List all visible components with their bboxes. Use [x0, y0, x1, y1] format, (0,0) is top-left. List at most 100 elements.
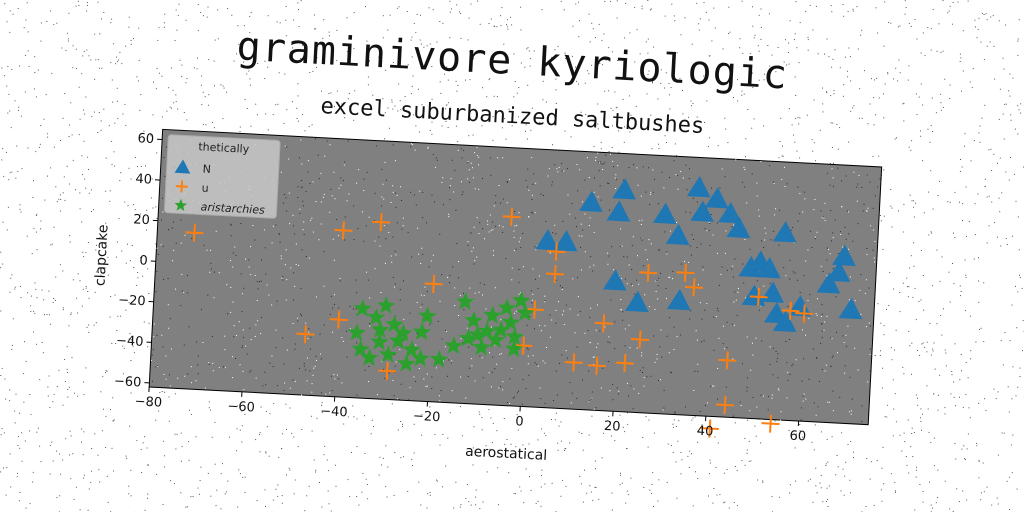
point-triangle	[602, 269, 627, 291]
point-plus	[546, 264, 565, 284]
x-axis-label: aerostatical	[465, 444, 548, 464]
point-triangle	[666, 288, 691, 311]
point-star	[385, 314, 404, 333]
point-star	[412, 322, 432, 341]
point-plus	[795, 304, 814, 323]
y-tick-label: 40	[135, 172, 152, 188]
point-plus	[372, 213, 391, 232]
point-triangle	[690, 200, 714, 222]
x-tick-label: −40	[320, 404, 348, 420]
y-tick-label: 20	[133, 212, 150, 228]
point-star	[464, 310, 484, 329]
point-plus	[564, 353, 583, 372]
point-star	[516, 303, 535, 322]
point-star	[483, 305, 502, 324]
y-axis-label: clapcake	[92, 224, 111, 286]
point-plus	[378, 361, 397, 381]
point-star	[418, 306, 437, 325]
point-star	[456, 292, 475, 310]
x-tick-label: 20	[604, 419, 621, 435]
point-triangle	[772, 310, 797, 333]
legend-box	[163, 134, 281, 219]
point-star	[477, 321, 497, 340]
point-plus	[502, 207, 521, 226]
point-star	[486, 330, 506, 349]
point-star	[472, 337, 491, 356]
legend-title: thetically	[198, 140, 250, 156]
legend-marker-star	[174, 198, 188, 212]
point-triangle	[757, 256, 781, 279]
point-star	[497, 298, 517, 317]
point-star	[411, 348, 430, 367]
point-star	[397, 354, 416, 372]
legend-label: N	[202, 163, 211, 176]
series-N	[535, 175, 863, 333]
point-star	[370, 332, 389, 351]
x-tick-label: 60	[789, 429, 806, 445]
point-star	[351, 339, 370, 358]
point-plus	[781, 301, 800, 320]
legend: thetically Nu aristarchies	[163, 134, 281, 219]
legend-marker-triangle	[174, 159, 191, 174]
legend-label: u	[201, 181, 209, 194]
point-plus	[334, 221, 353, 240]
legend-label: aristarchies	[200, 200, 265, 216]
point-plus	[615, 354, 634, 373]
point-plus	[718, 351, 737, 370]
x-tick-label: −60	[227, 399, 255, 415]
point-triangle	[826, 260, 851, 282]
x-tick-label: −80	[134, 394, 162, 410]
point-star	[378, 345, 398, 363]
point-star	[347, 323, 366, 341]
point-star	[366, 307, 386, 326]
point-star	[429, 349, 449, 368]
point-triangle	[535, 229, 559, 251]
point-triangle	[665, 223, 690, 246]
plot-area	[148, 128, 883, 426]
point-plus	[700, 419, 719, 438]
point-triangle	[652, 202, 677, 225]
point-triangle	[606, 200, 631, 222]
point-triangle	[686, 175, 711, 198]
point-triangle	[772, 221, 797, 243]
point-star	[376, 296, 396, 314]
point-triangle	[579, 190, 603, 213]
y-tick-label: 0	[139, 253, 148, 268]
point-plus	[514, 336, 533, 355]
point-plus	[761, 414, 780, 433]
x-tick-label: 40	[696, 424, 713, 440]
point-plus	[684, 278, 703, 297]
point-triangle	[718, 202, 742, 224]
point-star	[512, 291, 531, 309]
point-plus	[525, 300, 544, 319]
point-triangle	[704, 187, 729, 209]
point-triangle	[838, 297, 863, 320]
y-tick-label: −40	[116, 334, 144, 350]
point-plus	[639, 263, 658, 282]
series-u	[185, 207, 814, 438]
point-star	[353, 298, 372, 317]
point-triangle	[612, 178, 637, 200]
point-plus	[424, 274, 443, 293]
point-plus	[749, 287, 768, 306]
point-star	[501, 312, 521, 331]
y-tick-label: −20	[118, 293, 146, 309]
point-plus	[296, 325, 315, 344]
point-triangle	[553, 230, 578, 252]
point-star	[402, 340, 421, 359]
x-tick-label: −20	[413, 409, 441, 425]
point-plus	[547, 242, 566, 261]
x-tick-label: 0	[515, 414, 524, 429]
point-plus	[329, 310, 348, 329]
point-plus	[715, 395, 735, 415]
point-star	[504, 339, 524, 358]
point-plus	[185, 223, 204, 242]
point-plus	[587, 356, 606, 375]
point-plus	[594, 314, 613, 333]
point-triangle	[726, 216, 751, 239]
point-triangle	[816, 272, 841, 294]
point-plus	[631, 330, 650, 349]
point-plus	[676, 263, 695, 282]
series-aristarchies	[347, 291, 535, 372]
y-tick-label: −60	[114, 374, 142, 390]
